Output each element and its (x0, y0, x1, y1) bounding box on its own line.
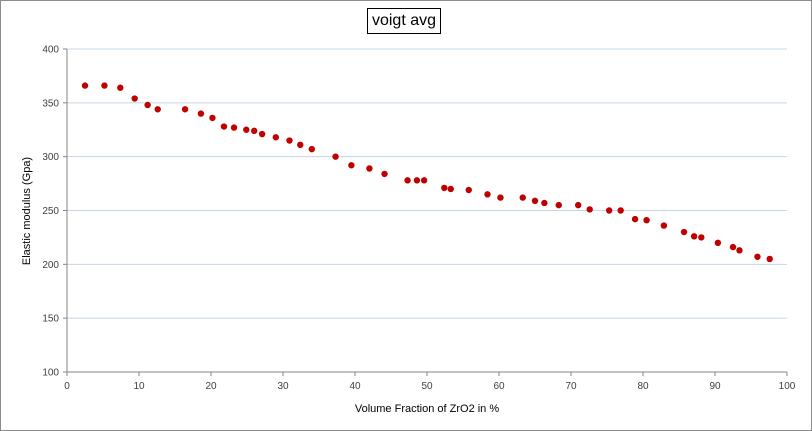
data-point (332, 153, 339, 160)
data-point (101, 82, 108, 89)
y-tick-label: 300 (42, 152, 59, 163)
data-point (531, 197, 539, 205)
x-tick-label: 40 (349, 381, 361, 392)
data-point (680, 228, 688, 236)
data-point (117, 84, 124, 91)
data-point (220, 123, 228, 130)
data-point (631, 215, 639, 223)
data-point (297, 141, 304, 149)
data-point (348, 162, 355, 169)
data-point (660, 222, 668, 229)
y-tick-label: 150 (42, 314, 59, 325)
data-point (497, 194, 504, 201)
data-point (209, 114, 216, 122)
data-point (131, 95, 138, 102)
data-point (643, 216, 650, 224)
data-point (465, 186, 472, 194)
data-point (447, 185, 454, 193)
data-point (617, 207, 624, 214)
data-point (690, 233, 698, 240)
data-point (286, 137, 293, 144)
data-points (81, 82, 773, 263)
data-point (729, 243, 737, 251)
x-axis-label: Volume Fraction of ZrO2 in % (355, 403, 499, 415)
x-tick-label: 90 (709, 381, 721, 392)
data-point (605, 207, 613, 214)
data-point (714, 239, 722, 246)
data-point (404, 177, 411, 184)
data-point (366, 165, 373, 172)
data-point (381, 170, 388, 178)
x-tick-label: 0 (64, 381, 70, 392)
data-point (272, 134, 279, 141)
gridlines (67, 48, 787, 319)
y-tick-label: 200 (42, 260, 59, 271)
y-tick-label: 100 (42, 368, 59, 379)
x-tick-label: 20 (205, 381, 217, 392)
data-point (144, 101, 151, 109)
y-axis-label: Elastic modulus (Gpa) (21, 157, 33, 265)
x-tick-label: 30 (277, 381, 289, 392)
data-point (586, 206, 593, 213)
y-tick-label: 250 (42, 206, 59, 217)
data-point (181, 106, 189, 113)
data-point (736, 247, 743, 254)
data-point (698, 234, 705, 241)
data-point (484, 191, 491, 198)
x-tick-label: 60 (493, 381, 505, 392)
data-point (154, 106, 161, 113)
data-point (519, 194, 526, 201)
y-tick-label: 350 (42, 98, 59, 109)
data-point (766, 255, 773, 263)
data-point (555, 201, 562, 209)
x-tick-label: 80 (637, 381, 649, 392)
x-tick-label: 50 (421, 381, 433, 392)
data-point (258, 130, 266, 138)
x-tick-label: 10 (133, 381, 145, 392)
data-point (441, 184, 448, 192)
data-point (754, 253, 761, 260)
data-point (420, 177, 428, 184)
data-point (243, 126, 250, 133)
data-point (197, 110, 205, 117)
data-point (413, 177, 421, 184)
y-tick-labels: 100 150 200 250 300 350 400 (42, 45, 67, 379)
x-tick-label: 100 (779, 381, 796, 392)
chart-title: voigt avg (367, 8, 441, 34)
y-tick-label: 400 (42, 45, 59, 56)
x-tick-labels: 0 10 20 30 40 50 60 70 80 90 100 (64, 372, 796, 392)
data-point (81, 82, 89, 89)
data-point (541, 199, 548, 207)
data-point (230, 124, 238, 131)
x-tick-label: 70 (565, 381, 577, 392)
data-point (575, 201, 582, 209)
data-point (251, 127, 258, 135)
data-point (308, 145, 315, 153)
